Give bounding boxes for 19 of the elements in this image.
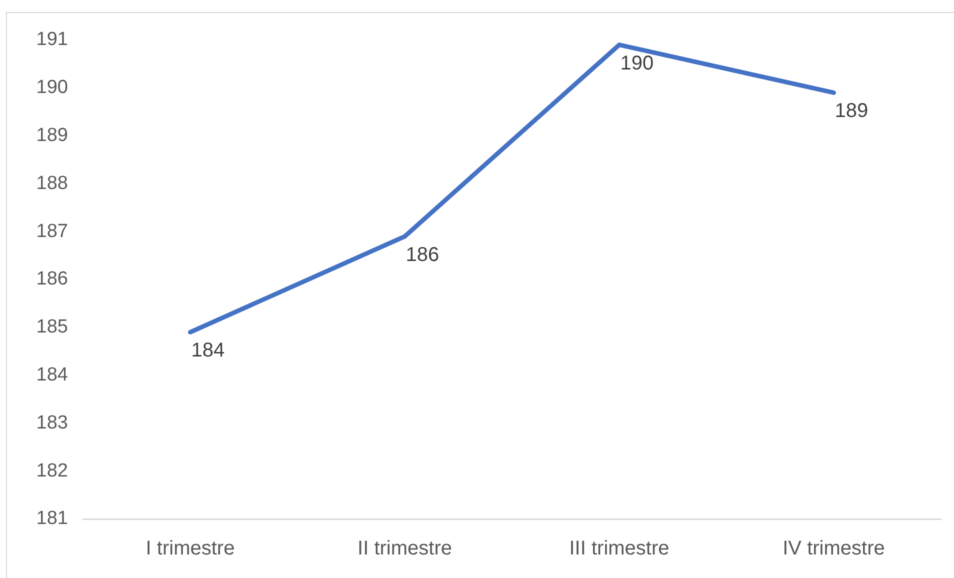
y-tick-label: 187 bbox=[36, 220, 68, 242]
x-tick-label: I trimestre bbox=[146, 538, 235, 560]
y-tick-label: 186 bbox=[36, 268, 68, 290]
y-tick-label: 189 bbox=[36, 125, 68, 146]
y-tick-label: 184 bbox=[36, 364, 68, 386]
data-label: 186 bbox=[406, 244, 440, 266]
data-label: 190 bbox=[620, 52, 654, 74]
y-tick-label: 182 bbox=[36, 460, 68, 482]
y-tick-label: 190 bbox=[36, 77, 68, 98]
y-tick-label: 188 bbox=[36, 172, 68, 194]
y-tick-label: 181 bbox=[36, 508, 68, 530]
x-tick-label: II trimestre bbox=[358, 538, 452, 560]
x-tick-label: III trimestre bbox=[569, 538, 670, 560]
y-tick-label: 191 bbox=[36, 29, 68, 50]
data-label: 184 bbox=[191, 340, 225, 362]
data-label: 189 bbox=[834, 100, 868, 122]
y-tick-label: 183 bbox=[36, 412, 68, 434]
y-tick-label: 185 bbox=[36, 316, 68, 338]
x-tick-label: IV trimestre bbox=[782, 538, 885, 560]
